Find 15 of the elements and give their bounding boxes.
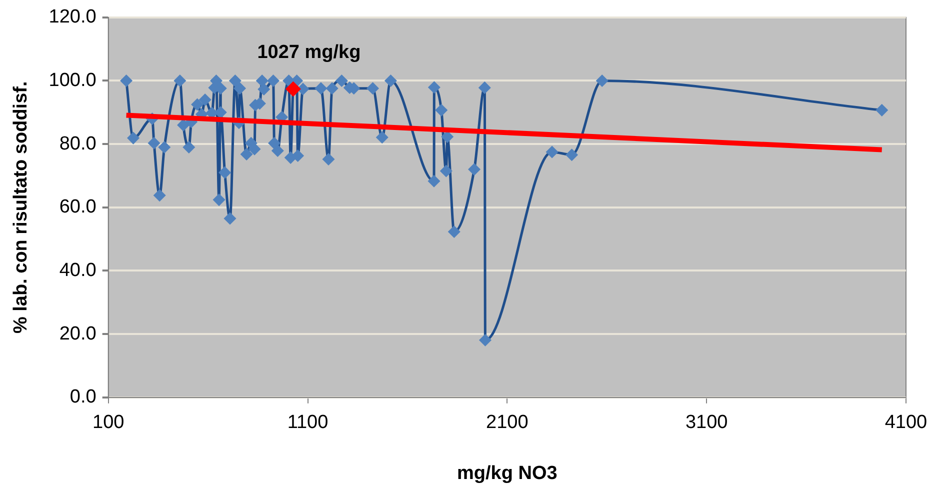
- annotation: 1027 mg/kg: [257, 42, 361, 63]
- x-tick-label: 2100: [486, 412, 528, 434]
- y-tick-label: 100.0: [48, 70, 96, 91]
- x-tick-label: 3100: [685, 412, 728, 434]
- y-tick-label: 20.0: [59, 323, 96, 344]
- y-tick-label: 80.0: [59, 133, 96, 154]
- x-tick-label: 1100: [287, 412, 328, 434]
- x-tick-label: 4100: [884, 412, 928, 434]
- x-tick-label: 100: [92, 412, 124, 434]
- y-tick-label: 40.0: [59, 260, 96, 281]
- y-tick-label: 120.0: [48, 6, 96, 28]
- y-axis-title: % lab. con risultato soddisf.: [10, 81, 32, 334]
- x-axis-title: mg/kg NO3: [457, 462, 558, 484]
- y-tick-label: 60.0: [59, 196, 96, 218]
- y-tick-label: 0.0: [70, 386, 96, 408]
